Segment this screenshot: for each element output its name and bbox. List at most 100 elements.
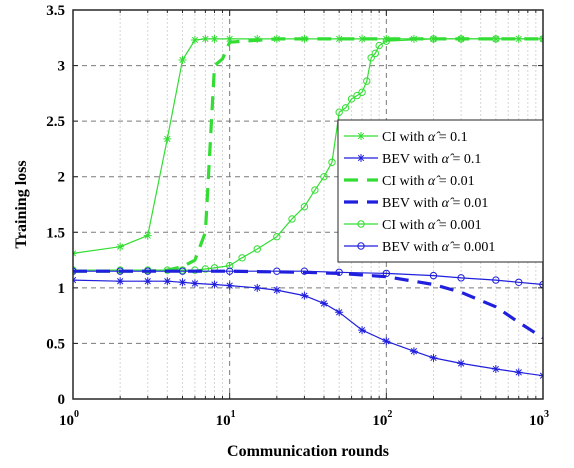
y-axis-label: Training loss xyxy=(13,160,30,248)
legend-item: BEV with α̂ = 0.001 xyxy=(344,240,495,255)
star-marker xyxy=(225,34,234,43)
x-tick-base: 10 xyxy=(372,413,387,429)
x-tick-label: 103 xyxy=(529,409,549,429)
star-marker xyxy=(319,299,328,308)
star-marker xyxy=(335,34,344,43)
star-marker xyxy=(357,132,365,140)
circle-marker xyxy=(178,267,187,275)
legend-label: CI with α̂ = 0.1 xyxy=(382,130,468,145)
star-marker xyxy=(253,34,262,43)
star-marker xyxy=(225,281,234,290)
star-marker xyxy=(143,277,152,286)
star-marker xyxy=(382,34,391,43)
circle-marker xyxy=(225,267,234,275)
legend-item: CI with α̂ = 0.01 xyxy=(344,174,475,189)
x-tick-labels: 100 101 102 103 xyxy=(59,409,549,429)
y-tick-label: 1.5 xyxy=(46,225,65,241)
star-marker xyxy=(272,34,281,43)
circle-marker xyxy=(225,261,234,270)
star-marker xyxy=(116,242,125,251)
x-tick-label: 102 xyxy=(372,409,392,429)
legend-label-value: = 0.001 xyxy=(449,240,495,255)
legend-label-value: = 0.1 xyxy=(435,130,467,145)
circle-marker xyxy=(363,77,371,85)
star-marker xyxy=(116,277,125,286)
star-marker xyxy=(163,277,172,286)
star-marker xyxy=(457,34,466,43)
circle-marker xyxy=(335,108,343,116)
x-tick-base: 10 xyxy=(216,413,231,429)
legend-label-prefix: BEV with xyxy=(382,196,442,211)
circle-marker xyxy=(328,158,336,166)
x-tick-base: 10 xyxy=(529,413,544,429)
y-tick-label: 2 xyxy=(58,170,66,186)
star-marker xyxy=(272,286,281,295)
legend-label-prefix: CI with xyxy=(382,218,428,233)
legend-label-prefix: BEV with xyxy=(382,152,442,167)
legend-label: BEV with α̂ = 0.1 xyxy=(382,152,481,167)
star-marker xyxy=(178,278,187,287)
circle-marker xyxy=(515,278,523,286)
star-marker xyxy=(514,34,523,43)
circle-marker xyxy=(288,215,296,223)
y-tick-label: 1 xyxy=(58,281,66,297)
legend-label-value: = 0.01 xyxy=(435,174,474,189)
star-marker xyxy=(163,134,172,143)
legend-label-prefix: CI with xyxy=(382,130,428,145)
circle-marker xyxy=(492,276,500,284)
circle-marker xyxy=(311,186,319,194)
legend-item: CI with α̂ = 0.001 xyxy=(344,218,482,233)
star-marker xyxy=(514,368,523,377)
series-1 xyxy=(73,34,543,258)
x-tick-label: 101 xyxy=(216,409,236,429)
star-marker xyxy=(178,56,187,65)
legend-label-prefix: CI with xyxy=(382,174,428,189)
legend-label: CI with α̂ = 0.001 xyxy=(382,218,482,233)
star-marker xyxy=(190,36,199,45)
star-marker xyxy=(143,231,152,240)
legend-item: BEV with α̂ = 0.01 xyxy=(344,196,488,211)
star-marker xyxy=(335,308,344,317)
legend-box xyxy=(337,119,544,263)
x-tick-exponent: 3 xyxy=(544,409,549,420)
circle-marker xyxy=(367,54,375,62)
series-2 xyxy=(73,276,543,380)
circle-marker xyxy=(353,91,361,100)
plot-series xyxy=(73,34,543,380)
legend-label-value: = 0.01 xyxy=(449,196,488,211)
circle-marker xyxy=(253,245,261,253)
x-tick-exponent: 1 xyxy=(231,409,236,420)
star-marker xyxy=(491,34,500,43)
circle-marker xyxy=(201,265,210,273)
y-tick-label: 3.5 xyxy=(46,3,65,19)
star-marker xyxy=(357,154,365,162)
circle-marker xyxy=(382,269,391,278)
circle-marker xyxy=(371,49,379,58)
star-marker xyxy=(409,34,418,43)
series-line xyxy=(73,279,543,377)
star-marker xyxy=(210,34,219,43)
circle-marker xyxy=(457,274,465,282)
y-tick-label: 2.5 xyxy=(46,114,65,130)
star-marker xyxy=(358,326,367,335)
star-marker xyxy=(300,291,309,300)
legend: CI with α̂ = 0.1 BEV with α̂ = 0.1 CI with… xyxy=(337,119,544,263)
star-marker xyxy=(429,353,438,362)
star-marker xyxy=(409,347,418,356)
circle-marker xyxy=(357,220,365,228)
star-marker xyxy=(429,34,438,43)
legend-label: BEV with α̂ = 0.001 xyxy=(382,240,495,255)
circle-marker xyxy=(273,233,281,241)
circle-marker xyxy=(238,254,246,262)
star-marker xyxy=(300,34,309,43)
legend-label-prefix: BEV with xyxy=(382,240,442,255)
x-tick-exponent: 0 xyxy=(74,409,79,420)
circle-marker xyxy=(341,104,350,112)
star-marker xyxy=(457,359,466,368)
star-marker xyxy=(491,364,500,373)
circle-marker xyxy=(347,95,356,103)
star-marker xyxy=(382,337,391,346)
x-tick-base: 10 xyxy=(59,413,74,429)
legend-label-value: = 0.1 xyxy=(449,152,481,167)
